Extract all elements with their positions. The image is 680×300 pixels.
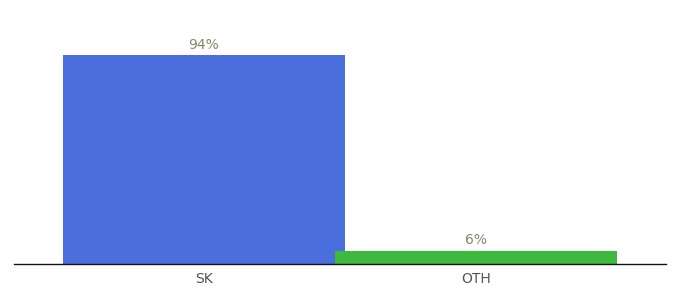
- Bar: [335, 251, 617, 264]
- Bar: [63, 55, 345, 264]
- Text: 94%: 94%: [188, 38, 220, 52]
- Text: 6%: 6%: [465, 233, 487, 247]
